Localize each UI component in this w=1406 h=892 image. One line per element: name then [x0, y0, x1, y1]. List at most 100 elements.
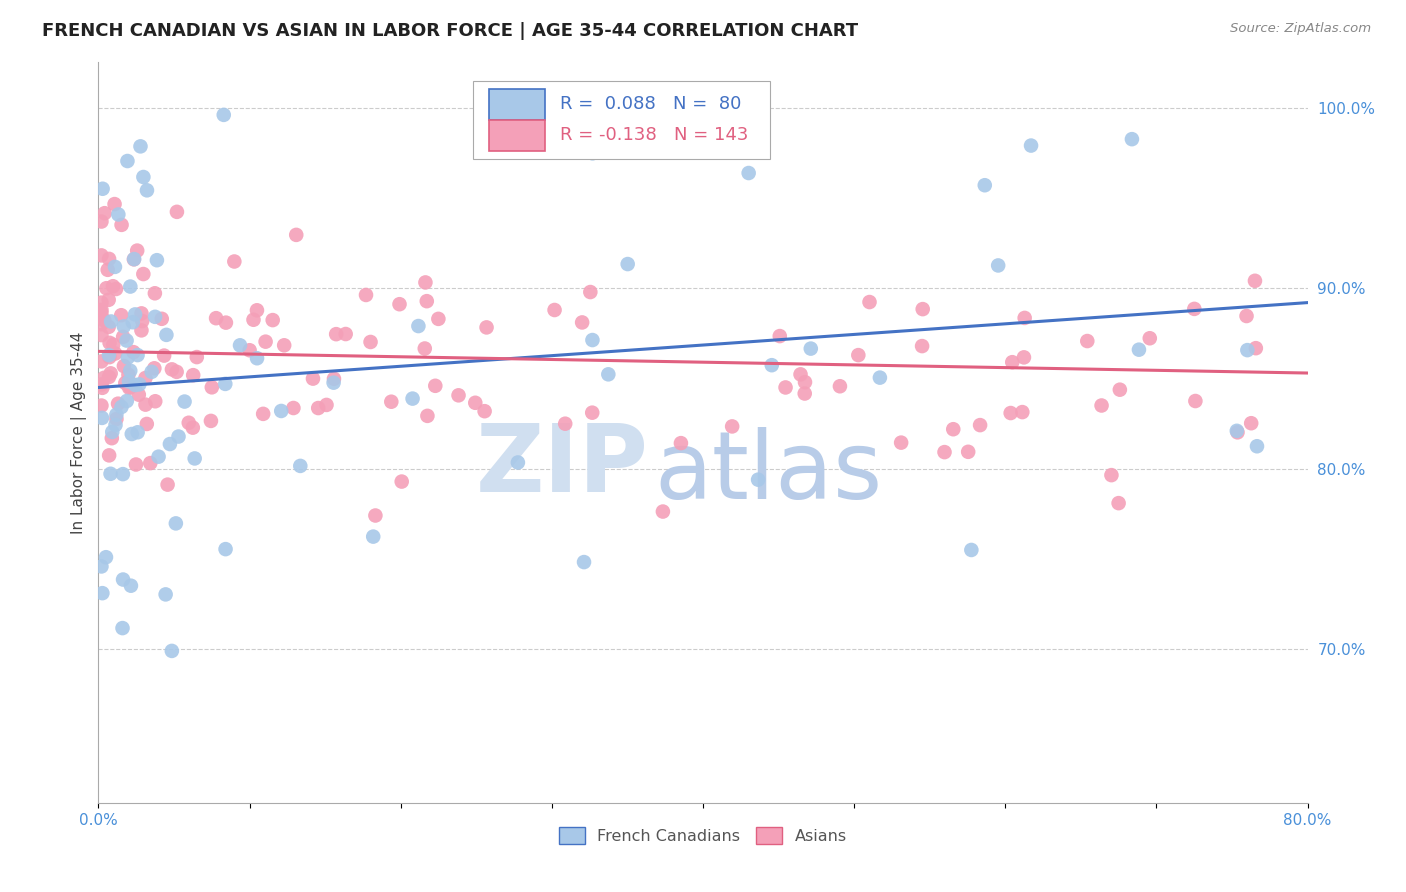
Point [90, 354, 112, 368]
Point [212, 108, 235, 122]
Point [1226, 424, 1249, 438]
Point [1182, 301, 1205, 316]
Point [98, 370, 121, 384]
Point [651, 504, 673, 518]
Point [111, 467, 134, 482]
Point [100, 367, 122, 381]
Point [987, 259, 1010, 273]
Point [122, 252, 145, 267]
Text: Source: ZipAtlas.com: Source: ZipAtlas.com [1230, 22, 1371, 36]
Point [361, 530, 384, 544]
Point [90, 328, 112, 343]
Point [155, 327, 177, 342]
Point [285, 227, 308, 242]
Point [315, 398, 337, 412]
Point [800, 342, 823, 356]
Point [957, 445, 980, 459]
Point [474, 404, 496, 418]
Point [104, 260, 127, 274]
Point [177, 416, 200, 430]
Point [114, 376, 136, 390]
Point [181, 368, 204, 383]
Point [427, 311, 450, 326]
Point [581, 333, 603, 347]
Point [447, 388, 470, 402]
Point [134, 398, 156, 412]
Point [869, 370, 891, 384]
Point [1236, 309, 1258, 323]
Point [571, 315, 593, 329]
Point [107, 397, 129, 411]
Point [105, 282, 128, 296]
Point [581, 146, 603, 161]
Point [1019, 138, 1042, 153]
Point [229, 338, 252, 352]
Point [91, 586, 114, 600]
Point [110, 218, 132, 232]
Point [125, 458, 148, 472]
Point [1090, 399, 1112, 413]
Point [118, 375, 141, 389]
Point [90, 248, 112, 262]
Point [150, 311, 173, 326]
Point [90, 306, 112, 320]
Point [120, 579, 142, 593]
Point [97, 262, 120, 277]
Point [1011, 405, 1033, 419]
Point [475, 320, 498, 334]
Point [307, 401, 329, 415]
Point [148, 450, 170, 464]
Point [302, 371, 325, 385]
Point [153, 349, 176, 363]
Point [969, 418, 991, 433]
Point [846, 348, 869, 362]
Text: FRENCH CANADIAN VS ASIAN IN LABOR FORCE | AGE 35-44 CORRELATION CHART: FRENCH CANADIAN VS ASIAN IN LABOR FORCE … [42, 22, 858, 40]
Point [112, 573, 135, 587]
Point [747, 473, 769, 487]
Point [112, 330, 135, 344]
FancyBboxPatch shape [489, 120, 544, 151]
Point [90, 377, 112, 392]
Point [90, 399, 112, 413]
Point [1226, 425, 1249, 440]
Text: R =  0.088   N =  80: R = 0.088 N = 80 [561, 95, 742, 113]
Point [579, 285, 602, 299]
Point [828, 379, 851, 393]
Legend: French Canadians, Asians: French Canadians, Asians [553, 820, 853, 850]
Point [200, 414, 222, 428]
Point [100, 467, 122, 481]
Point [186, 350, 208, 364]
Point [94, 550, 117, 565]
Point [262, 313, 284, 327]
Point [1139, 331, 1161, 345]
Point [146, 253, 169, 268]
Point [167, 429, 190, 443]
Point [1244, 274, 1267, 288]
Point [105, 408, 128, 422]
Point [581, 406, 603, 420]
Point [166, 204, 188, 219]
Point [335, 326, 357, 341]
Point [1001, 355, 1024, 369]
Point [101, 279, 124, 293]
Point [143, 310, 166, 324]
Point [96, 281, 118, 295]
Point [136, 183, 159, 197]
Point [90, 317, 112, 331]
Point [131, 314, 153, 328]
Point [283, 401, 305, 415]
Point [115, 334, 138, 348]
Point [103, 197, 125, 211]
Point [110, 400, 132, 414]
Point [183, 451, 205, 466]
Point [93, 371, 115, 385]
Point [401, 392, 423, 406]
Point [415, 276, 437, 290]
Point [761, 358, 783, 372]
Point [942, 422, 965, 436]
Point [121, 427, 143, 442]
Point [135, 417, 157, 431]
Point [360, 334, 382, 349]
Point [789, 368, 811, 382]
Point [120, 364, 142, 378]
